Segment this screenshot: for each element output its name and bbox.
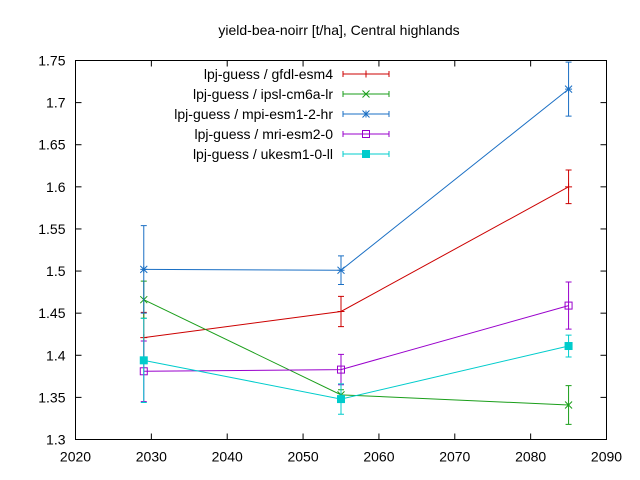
y-tick-label: 1.4 (46, 347, 66, 363)
data-point (337, 266, 345, 275)
x-tick-label: 2090 (591, 449, 622, 465)
data-point (362, 70, 370, 78)
data-point (139, 265, 148, 274)
x-tick-label: 2040 (212, 449, 243, 465)
data-point (564, 401, 573, 409)
legend-label: lpj-guess / mpi-esm1-2-hr (174, 106, 333, 122)
series-line (143, 299, 569, 406)
y-tick-label: 1.55 (38, 221, 65, 237)
data-point (362, 130, 370, 138)
x-tick-label: 2030 (136, 449, 167, 465)
series-3 (139, 281, 573, 403)
legend-label: lpj-guess / ukesm1-0-ll (193, 146, 333, 162)
series-layer (139, 61, 573, 425)
y-tick-label: 1.6 (46, 179, 66, 195)
data-point (564, 342, 573, 351)
data-point (337, 395, 345, 404)
series-0 (140, 169, 573, 364)
legend-swatch-cap (342, 91, 390, 97)
y-tick-label: 1.3 (46, 432, 66, 448)
chart-title: yield-bea-noirr [t/ha], Central highland… (218, 22, 459, 38)
data-point (362, 90, 370, 98)
y-axis: 1.3 1.35 1.4 1.45 1.5 1.55 1.6 1.65 1.7 1.75 (38, 53, 607, 448)
legend-swatch-cap (342, 111, 390, 117)
legend-swatch-cap (342, 151, 390, 157)
x-tick-label: 2070 (439, 449, 470, 465)
y-tick-label: 1.75 (38, 53, 65, 69)
x-tick-label: 2020 (60, 449, 91, 465)
data-point (139, 356, 148, 365)
data-point (337, 307, 345, 315)
x-axis: 2020 2030 2040 2050 2060 2070 2080 2090 (60, 60, 622, 465)
series-line (143, 345, 569, 400)
legend: lpj-guess / gfdl-esm4 lpj-guess / ipsl-cm… (174, 66, 390, 162)
x-tick-label: 2080 (515, 449, 546, 465)
y-tick-label: 1.65 (38, 137, 65, 153)
plot-area (75, 60, 607, 440)
x-tick-label: 2050 (287, 449, 318, 465)
data-point (362, 150, 370, 158)
legend-swatch-cap (342, 71, 390, 77)
y-tick-label: 1.45 (38, 305, 65, 321)
series-line (143, 305, 569, 372)
series-4 (139, 317, 573, 415)
data-point (564, 301, 573, 310)
y-tick-label: 1.7 (46, 95, 66, 111)
data-point (337, 365, 345, 374)
data-point (564, 85, 573, 93)
y-tick-label: 1.5 (46, 263, 66, 279)
data-point (565, 183, 573, 191)
legend-label: lpj-guess / mri-esm2-0 (195, 126, 334, 142)
legend-label: lpj-guess / ipsl-cm6a-lr (193, 86, 333, 102)
series-2 (139, 61, 573, 314)
data-point (362, 110, 370, 118)
x-tick-label: 2060 (363, 449, 394, 465)
plot-frame (75, 60, 607, 440)
error-bar (565, 281, 572, 330)
y-tick-label: 1.35 (38, 389, 65, 405)
series-line (143, 186, 569, 339)
legend-label: lpj-guess / gfdl-esm4 (204, 66, 333, 82)
legend-swatch-cap (342, 131, 390, 137)
